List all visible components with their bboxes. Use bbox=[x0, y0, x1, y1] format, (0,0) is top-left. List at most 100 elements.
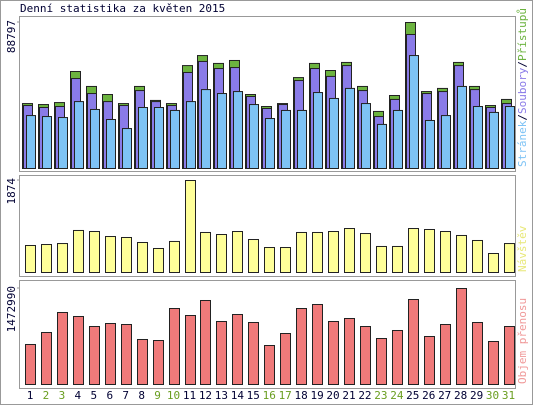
bar bbox=[392, 245, 403, 273]
x-tick-label: 5 bbox=[90, 389, 97, 402]
bar bbox=[41, 331, 52, 385]
bar bbox=[138, 107, 148, 169]
bar bbox=[121, 236, 132, 273]
bar bbox=[296, 308, 307, 385]
bar bbox=[105, 323, 116, 385]
bar bbox=[280, 333, 291, 385]
bar bbox=[137, 242, 148, 274]
bar bbox=[360, 233, 371, 273]
x-tick-label: 25 bbox=[406, 389, 419, 402]
bar bbox=[121, 324, 132, 385]
bar bbox=[89, 231, 100, 274]
x-tick-label: 4 bbox=[75, 389, 82, 402]
bar bbox=[280, 247, 291, 273]
bar bbox=[377, 123, 387, 169]
bar bbox=[90, 108, 100, 169]
bar bbox=[472, 322, 483, 386]
bar bbox=[73, 315, 84, 385]
bar bbox=[504, 243, 515, 273]
bar bbox=[73, 229, 84, 273]
x-tick-label: 30 bbox=[486, 389, 499, 402]
legend: Návštěv bbox=[516, 225, 529, 272]
x-tick-label: 10 bbox=[167, 389, 180, 402]
bar bbox=[408, 299, 419, 385]
bar bbox=[232, 231, 243, 274]
bar bbox=[409, 55, 419, 169]
x-tick-label: 26 bbox=[422, 389, 435, 402]
panel bbox=[19, 280, 516, 389]
legend-entry: Objem přenosu bbox=[516, 298, 529, 384]
x-tick-label: 19 bbox=[310, 389, 323, 402]
bar bbox=[232, 313, 243, 385]
x-tick-label: 13 bbox=[215, 389, 228, 402]
bar bbox=[329, 97, 339, 169]
bar bbox=[200, 299, 211, 385]
bar bbox=[122, 128, 132, 169]
bar bbox=[26, 115, 36, 169]
x-tick-label: 6 bbox=[106, 389, 113, 402]
bar bbox=[200, 231, 211, 274]
legend-separator: / bbox=[516, 114, 529, 121]
x-tick-label: 12 bbox=[199, 389, 212, 402]
bar bbox=[25, 244, 36, 273]
bar bbox=[376, 245, 387, 273]
bar bbox=[216, 234, 227, 273]
bar bbox=[344, 228, 355, 273]
bar bbox=[440, 324, 451, 385]
bar bbox=[296, 231, 307, 274]
legend-entry: Návštěv bbox=[516, 225, 529, 272]
bar bbox=[249, 104, 259, 170]
bar bbox=[313, 92, 323, 169]
bar bbox=[216, 320, 227, 386]
bar bbox=[425, 119, 435, 170]
bar bbox=[424, 228, 435, 273]
legend: Objem přenosu bbox=[516, 298, 529, 384]
bar bbox=[57, 243, 68, 273]
bar bbox=[185, 180, 196, 273]
x-tick-label: 23 bbox=[374, 389, 387, 402]
bar bbox=[185, 315, 196, 386]
bar bbox=[488, 253, 499, 273]
legend: Stránek/Soubory/Přístupů bbox=[516, 8, 529, 167]
x-tick-label: 18 bbox=[295, 389, 308, 402]
bar bbox=[472, 239, 483, 273]
bar bbox=[42, 116, 52, 169]
y-tick-label: 88797 bbox=[5, 20, 18, 53]
bar bbox=[504, 326, 515, 385]
bar bbox=[328, 231, 339, 274]
panel bbox=[19, 16, 516, 172]
bar bbox=[25, 343, 36, 385]
bar bbox=[233, 91, 243, 169]
bar bbox=[376, 338, 387, 385]
x-tick-label: 31 bbox=[502, 389, 515, 402]
bar bbox=[106, 119, 116, 169]
bar bbox=[344, 317, 355, 386]
bar bbox=[169, 240, 180, 273]
x-tick-label: 14 bbox=[231, 389, 245, 402]
x-tick-label: 24 bbox=[390, 389, 404, 402]
bar bbox=[74, 101, 84, 169]
bar bbox=[408, 228, 419, 273]
y-tick-label: 1874 bbox=[5, 178, 18, 205]
bar bbox=[41, 244, 52, 273]
x-tick-label: 21 bbox=[342, 389, 355, 402]
x-tick-label: 11 bbox=[183, 389, 196, 402]
bar bbox=[488, 340, 499, 385]
bar bbox=[57, 311, 68, 385]
bar bbox=[312, 231, 323, 274]
bar bbox=[153, 247, 164, 273]
legend-entry: Soubory bbox=[516, 67, 529, 114]
bar bbox=[393, 109, 403, 169]
bar bbox=[105, 236, 116, 273]
x-tick-label: 20 bbox=[326, 389, 339, 402]
bar bbox=[137, 338, 148, 385]
bar bbox=[473, 106, 483, 169]
bar bbox=[217, 93, 227, 169]
bar bbox=[328, 320, 339, 386]
bar bbox=[345, 87, 355, 169]
legend-separator: / bbox=[516, 61, 529, 68]
bar bbox=[281, 109, 291, 169]
x-tick-label: 17 bbox=[279, 389, 292, 402]
x-tick-label: 16 bbox=[263, 389, 276, 402]
bar bbox=[154, 107, 164, 169]
